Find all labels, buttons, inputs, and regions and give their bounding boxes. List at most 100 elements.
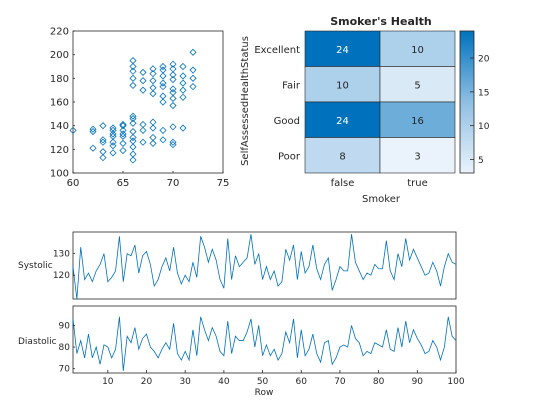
scatter-point [129, 112, 137, 120]
scatter-point [119, 146, 127, 155]
scatter-point [149, 70, 157, 78]
scatter-point [179, 86, 187, 94]
x-tick-label: 60 [67, 178, 80, 189]
diastolic-line-plot: 70 80 90 10 20 30 40 50 60 70 80 90 100 Diastolic R… [18, 305, 465, 398]
systolic-series-line [72, 234, 457, 300]
scatter-point [159, 79, 167, 87]
colorbar-tick-label: 20 [478, 55, 490, 65]
heatmap-column-labels: false true [331, 178, 428, 189]
x-tick-label: 30 [179, 377, 191, 387]
heatmap-cell-value: 24 [336, 116, 349, 127]
scatter-point [99, 122, 107, 130]
heatmap-row-label: Poor [278, 151, 301, 162]
scatter-point [129, 143, 137, 151]
scatter-point [89, 128, 97, 136]
y-tick-label: 90 [59, 321, 71, 331]
scatter-point [119, 139, 127, 147]
scatter-point [169, 75, 177, 84]
x-tick-label: 75 [217, 178, 230, 189]
scatter-point [109, 130, 117, 138]
x-tick-label: 10 [102, 377, 114, 387]
scatter-point [179, 72, 187, 80]
scatter-point [179, 93, 187, 101]
heatmap-cell-value: 24 [336, 45, 349, 56]
systolic-y-ticks: 120 130 [53, 250, 75, 281]
scatter-point [169, 141, 177, 149]
colorbar-tick-label: 15 [478, 88, 489, 98]
heatmap-cell [304, 66, 381, 103]
heatmap-row-labels: Excellent Fair Good Poor [254, 45, 301, 163]
scatter-point [149, 77, 157, 85]
y-tick-label: 120 [50, 145, 69, 156]
systolic-label: Systolic [18, 261, 53, 271]
scatter-point [129, 133, 137, 142]
scatter-point [169, 60, 177, 68]
scatter-point [139, 138, 147, 146]
scatter-point [159, 72, 167, 80]
scatter-point [139, 126, 147, 134]
scatter-point [129, 115, 137, 123]
scatter-point [149, 139, 157, 147]
scatter-point [169, 101, 177, 110]
colorbar-ticks: 5 10 15 20 [470, 55, 490, 166]
scatter-point [169, 71, 177, 79]
scatter-points [69, 48, 197, 164]
y-tick-label: 140 [50, 121, 69, 132]
y-tick-label: 130 [53, 250, 70, 260]
scatter-y-ticks: 100 120 140 160 180 200 220 [50, 27, 75, 180]
x-tick-label: 60 [296, 377, 308, 387]
diastolic-axes-box [72, 305, 457, 374]
scatter-point [109, 142, 117, 150]
heatmap-x-label: Smoker [362, 194, 401, 205]
scatter-point [159, 62, 167, 71]
scatter-point [99, 154, 107, 162]
scatter-point [159, 83, 167, 91]
x-tick-label: 100 [447, 377, 464, 387]
x-tick-label: 80 [373, 377, 385, 387]
scatter-point [169, 138, 177, 146]
heatmap-column-label: false [331, 178, 355, 189]
x-tick-label: 20 [141, 377, 153, 387]
colorbar-tick-label: 5 [478, 156, 484, 166]
scatter-point [149, 124, 157, 132]
scatter-point [189, 74, 197, 82]
scatter-point [109, 149, 117, 157]
systolic-line-plot: 120 130 Systolic [18, 231, 457, 300]
scatter-point [169, 123, 177, 131]
heatmap-cell-value: 10 [411, 45, 424, 56]
heatmap-cell [379, 66, 456, 103]
scatter-point [179, 124, 187, 132]
y-tick-label: 120 [53, 271, 70, 281]
diastolic-y-ticks: 70 80 90 [59, 321, 75, 375]
y-tick-label: 80 [59, 343, 71, 353]
heatmap-title: Smoker's Health [330, 15, 432, 28]
heatmap-cell-value: 10 [336, 80, 349, 91]
scatter-point [129, 62, 137, 71]
scatter-point [119, 122, 127, 130]
heatmap-y-label: SelfAssessedHealthStatus [240, 36, 251, 166]
systolic-axes-box [72, 231, 457, 300]
heatmap: Smoker's Health 24 10 10 5 24 16 8 3 Excellent F… [240, 15, 490, 205]
heatmap-cells: 24 10 10 5 24 16 8 3 [304, 30, 456, 174]
scatter-point [159, 98, 167, 106]
scatter-point [139, 86, 147, 94]
y-tick-label: 220 [50, 27, 69, 38]
colorbar [459, 30, 475, 174]
scatter-point [89, 125, 97, 133]
heatmap-cell-value: 16 [411, 116, 424, 127]
diastolic-x-ticks: 10 20 30 40 50 60 70 80 90 100 [102, 370, 465, 387]
diastolic-series-line [72, 316, 457, 371]
scatter-point [179, 79, 187, 87]
scatter-point [109, 124, 117, 132]
x-tick-label: 40 [218, 377, 230, 387]
scatter-point [149, 65, 157, 73]
diastolic-x-label: Row [255, 388, 274, 398]
scatter-point [89, 144, 97, 152]
scatter-point [129, 119, 137, 127]
scatter-axes-box [72, 30, 224, 174]
diastolic-label: Diastolic [18, 337, 57, 347]
x-tick-label: 50 [257, 377, 269, 387]
scatter-point [189, 66, 197, 74]
scatter-point [129, 156, 137, 164]
